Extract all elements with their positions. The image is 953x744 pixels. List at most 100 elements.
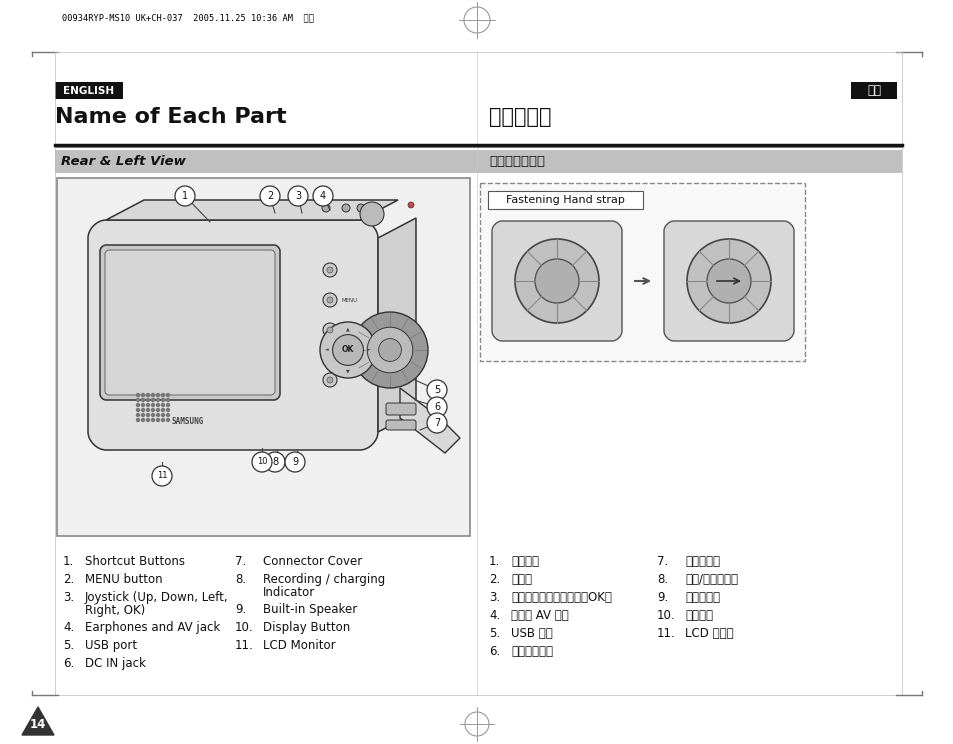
Text: 快捷按鈕: 快捷按鈕 (511, 555, 538, 568)
Circle shape (141, 403, 144, 406)
Circle shape (327, 297, 333, 303)
Circle shape (174, 186, 194, 206)
Circle shape (260, 186, 280, 206)
Circle shape (147, 394, 150, 397)
Circle shape (323, 323, 336, 337)
Text: Shortcut Buttons: Shortcut Buttons (85, 555, 185, 568)
Bar (55, 150, 901, 173)
Text: 1.: 1. (489, 555, 499, 568)
Circle shape (265, 452, 285, 472)
Circle shape (136, 418, 139, 422)
Text: LCD 显示屏: LCD 显示屏 (684, 627, 733, 640)
Text: 3.: 3. (63, 591, 74, 604)
Text: 10.: 10. (657, 609, 675, 622)
Circle shape (141, 394, 144, 397)
Circle shape (156, 418, 159, 422)
Text: 菜单键: 菜单键 (511, 573, 532, 586)
Circle shape (352, 312, 428, 388)
PathPatch shape (88, 220, 377, 450)
Text: 摇杆（上、下、左、右，OK）: 摇杆（上、下、左、右，OK） (511, 591, 611, 604)
Circle shape (319, 322, 375, 378)
Text: 4.: 4. (489, 609, 499, 622)
Text: Display Button: Display Button (263, 621, 350, 634)
Circle shape (147, 403, 150, 406)
Bar (55, 82, 123, 99)
Circle shape (156, 394, 159, 397)
Text: 6.: 6. (63, 657, 74, 670)
PathPatch shape (492, 221, 621, 341)
Circle shape (161, 414, 164, 417)
Text: USB 接口: USB 接口 (511, 627, 552, 640)
Text: 11.: 11. (657, 627, 675, 640)
Text: MENU: MENU (341, 298, 357, 303)
Text: 4.: 4. (63, 621, 74, 634)
Circle shape (167, 408, 170, 411)
Text: MENU button: MENU button (85, 573, 162, 586)
Text: 耳机及 AV 插孔: 耳机及 AV 插孔 (511, 609, 568, 622)
Text: ◄: ◄ (325, 347, 329, 353)
Text: USB port: USB port (85, 639, 137, 652)
Text: 2: 2 (267, 191, 273, 201)
Text: 8.: 8. (657, 573, 667, 586)
Text: ▼: ▼ (346, 368, 350, 373)
Text: DC IN jack: DC IN jack (85, 657, 146, 670)
Circle shape (167, 399, 170, 402)
Polygon shape (377, 218, 416, 432)
Circle shape (167, 394, 170, 397)
Circle shape (323, 293, 336, 307)
Text: 00934RYP-MS10 UK+CH-037  2005.11.25 10:36 AM  页面: 00934RYP-MS10 UK+CH-037 2005.11.25 10:36… (62, 13, 314, 22)
Circle shape (333, 335, 363, 365)
Text: Connector Cover: Connector Cover (263, 555, 362, 568)
Circle shape (378, 339, 401, 362)
Circle shape (427, 380, 447, 400)
Text: 2.: 2. (489, 573, 499, 586)
Text: 6.: 6. (489, 645, 499, 658)
Circle shape (141, 414, 144, 417)
Text: 中文: 中文 (866, 84, 880, 97)
Circle shape (152, 414, 154, 417)
Text: 显示按鈕: 显示按鈕 (684, 609, 712, 622)
Circle shape (141, 408, 144, 411)
Circle shape (327, 327, 333, 333)
Circle shape (152, 418, 154, 422)
Circle shape (161, 403, 164, 406)
Bar (479, 183, 804, 361)
PathPatch shape (386, 420, 416, 430)
Text: 8: 8 (272, 457, 277, 467)
Bar (57, 178, 470, 536)
Bar (850, 82, 896, 99)
Text: 1: 1 (182, 191, 188, 201)
Text: 14: 14 (30, 717, 46, 731)
Text: 录像/充电指示灯: 录像/充电指示灯 (684, 573, 738, 586)
Circle shape (323, 373, 336, 387)
Text: 3: 3 (294, 191, 301, 201)
Circle shape (152, 394, 154, 397)
Text: OK: OK (341, 345, 354, 354)
Circle shape (152, 399, 154, 402)
Text: 9: 9 (292, 457, 297, 467)
Polygon shape (399, 388, 459, 453)
Text: ENGLISH: ENGLISH (63, 86, 114, 95)
Circle shape (147, 399, 150, 402)
Circle shape (147, 414, 150, 417)
Text: 11: 11 (156, 472, 167, 481)
Circle shape (141, 399, 144, 402)
Circle shape (156, 408, 159, 411)
Circle shape (515, 239, 598, 323)
Text: 8.: 8. (234, 573, 246, 586)
Text: ►: ► (367, 347, 371, 353)
Circle shape (285, 452, 305, 472)
PathPatch shape (663, 221, 793, 341)
Circle shape (152, 466, 172, 486)
Text: 9.: 9. (234, 603, 246, 616)
Text: 10.: 10. (234, 621, 253, 634)
PathPatch shape (105, 250, 274, 395)
Text: 2.: 2. (63, 573, 74, 586)
Circle shape (156, 414, 159, 417)
Text: LCD Monitor: LCD Monitor (263, 639, 335, 652)
Circle shape (152, 403, 154, 406)
Circle shape (136, 399, 139, 402)
Circle shape (323, 263, 336, 277)
Text: Indicator: Indicator (263, 586, 314, 599)
Circle shape (535, 259, 578, 303)
